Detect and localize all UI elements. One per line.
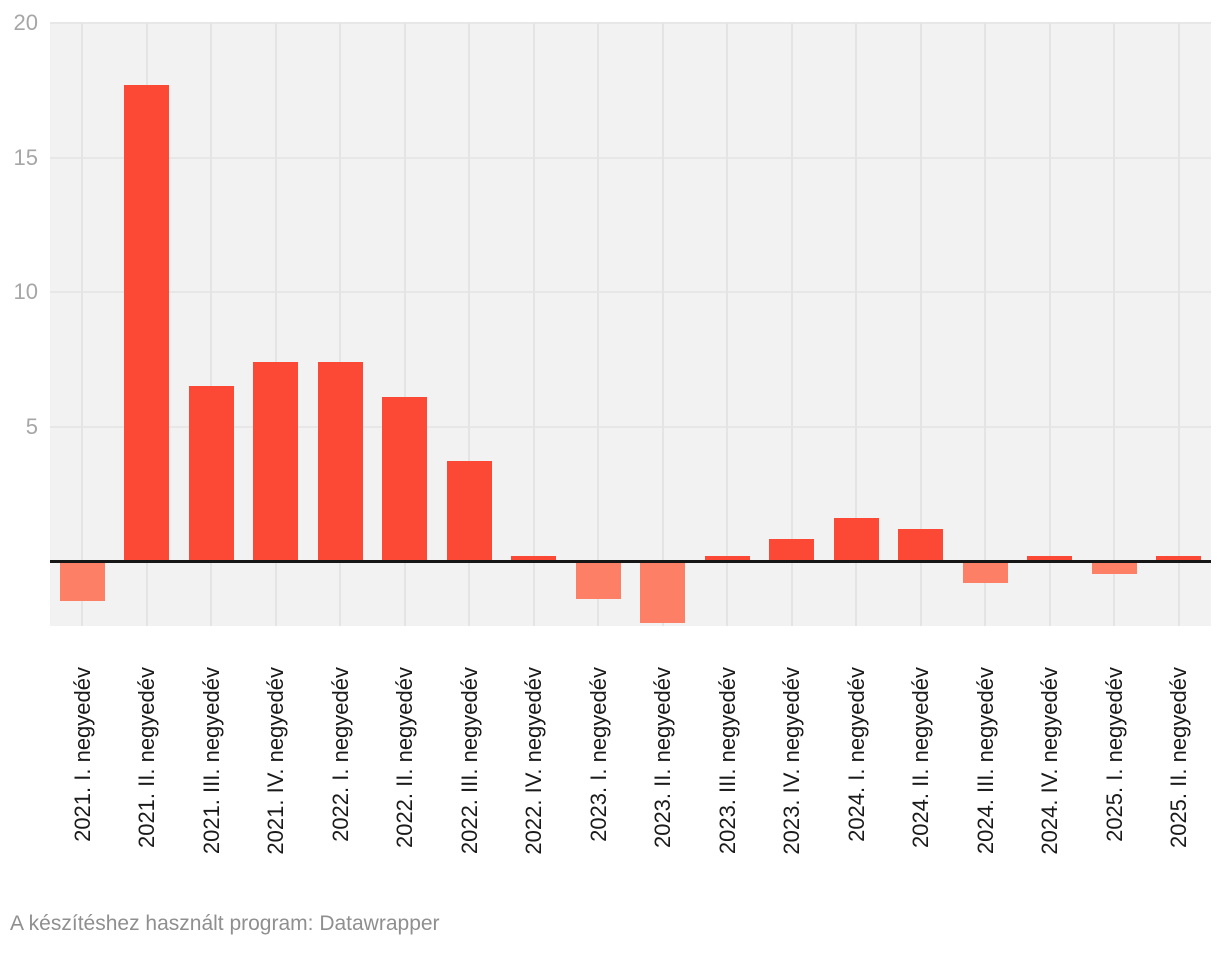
x-gridline <box>1048 23 1051 626</box>
x-tick-label: 2023. I. negyedév <box>585 667 611 842</box>
x-tick-label: 2022. I. negyedév <box>327 667 353 842</box>
x-gridline <box>984 23 987 626</box>
x-gridline <box>726 23 729 626</box>
x-tick-label: 2025. I. negyedév <box>1101 667 1127 842</box>
bar[interactable] <box>511 555 557 561</box>
zero-baseline <box>50 559 1211 563</box>
bar[interactable] <box>1091 561 1137 575</box>
bar[interactable] <box>124 84 170 561</box>
x-tick-label: 2021. III. negyedév <box>198 667 224 855</box>
x-tick-label: 2022. IV. negyedév <box>521 667 547 855</box>
bar[interactable] <box>769 539 815 561</box>
x-tick-label: 2021. II. negyedév <box>134 667 160 849</box>
x-tick-label: 2023. III. negyedév <box>714 667 740 855</box>
x-gridline <box>403 23 406 626</box>
x-gridline <box>339 23 342 626</box>
bar[interactable] <box>317 361 363 561</box>
bar[interactable] <box>253 361 299 561</box>
x-gridline <box>790 23 793 626</box>
y-tick-label: 10 <box>13 279 38 304</box>
x-tick-label: 2024. I. negyedév <box>843 667 869 842</box>
x-gridline <box>468 23 471 626</box>
y-gridline <box>50 291 1211 293</box>
x-gridline <box>919 23 922 626</box>
bar[interactable] <box>833 517 879 561</box>
y-tick-label: 5 <box>25 413 38 439</box>
x-gridline <box>661 23 664 626</box>
x-gridline <box>210 23 213 626</box>
x-tick-label: 2024. IV. negyedév <box>1037 667 1063 855</box>
x-gridline <box>597 23 600 626</box>
y-tick-label: 20 <box>13 10 38 35</box>
bar[interactable] <box>59 561 105 602</box>
x-gridline <box>1177 23 1180 626</box>
x-tick-label: 2025. II. negyedév <box>1166 667 1192 849</box>
y-tick-label: 15 <box>13 144 38 170</box>
plot-area <box>50 22 1211 626</box>
x-gridline <box>1113 23 1116 626</box>
bar[interactable] <box>898 528 944 561</box>
x-tick-label: 2024. II. negyedév <box>908 667 934 849</box>
x-gridline <box>532 23 535 626</box>
bar[interactable] <box>704 555 750 561</box>
bar[interactable] <box>1027 555 1073 561</box>
x-gridline <box>855 23 858 626</box>
x-tick-label: 2022. II. negyedév <box>392 667 418 849</box>
x-gridline <box>274 23 277 626</box>
x-tick-label: 2023. II. negyedév <box>650 667 676 849</box>
bar[interactable] <box>575 561 621 599</box>
bar[interactable] <box>962 561 1008 583</box>
y-gridline <box>50 156 1211 159</box>
bar[interactable] <box>640 561 686 623</box>
x-gridline <box>81 23 84 626</box>
bar[interactable] <box>188 386 234 561</box>
y-gridline <box>50 22 1211 24</box>
x-tick-label: 2021. I. negyedév <box>69 667 95 842</box>
bar[interactable] <box>1156 555 1202 561</box>
bar[interactable] <box>446 461 492 561</box>
x-tick-label: 2021. IV. negyedév <box>263 667 289 855</box>
y-gridline <box>50 425 1211 428</box>
x-tick-label: 2024. III. negyedév <box>972 667 998 855</box>
attribution-text: A készítéshez használt program: Datawrap… <box>10 912 440 935</box>
x-tick-label: 2022. III. negyedév <box>456 667 482 855</box>
bar[interactable] <box>382 396 428 561</box>
x-tick-label: 2023. IV. negyedév <box>779 667 805 855</box>
